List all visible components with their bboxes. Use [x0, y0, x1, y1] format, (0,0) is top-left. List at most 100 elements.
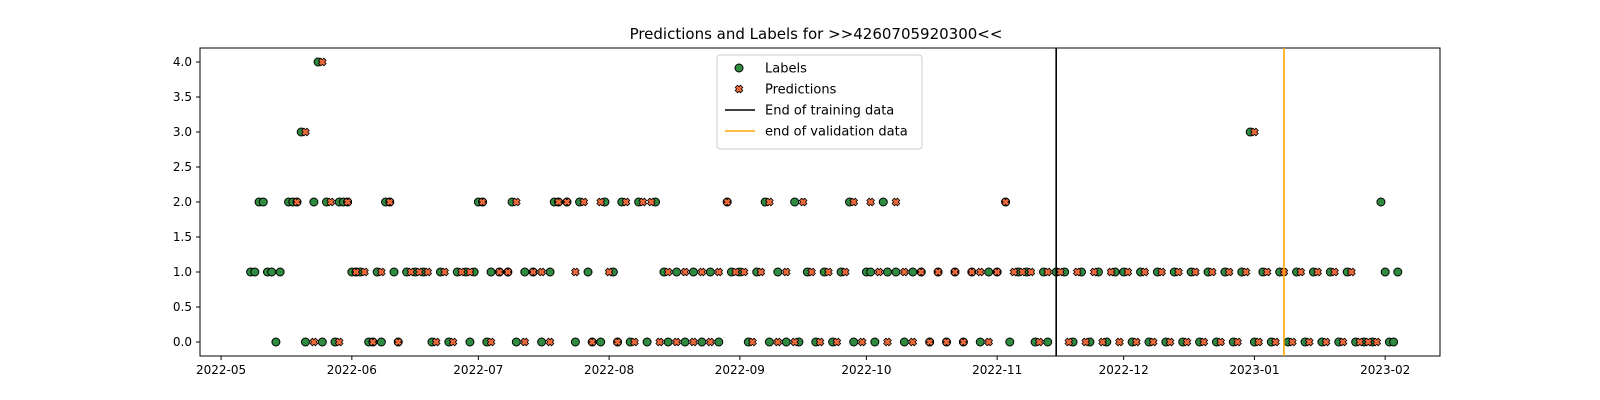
prediction-point — [486, 337, 496, 347]
prediction-point — [1241, 267, 1251, 277]
label-point — [870, 337, 880, 347]
legend-label: Predictions — [765, 83, 837, 98]
label-point — [545, 267, 555, 277]
label-point — [309, 197, 319, 207]
y-tick-label: 3.0 — [173, 125, 192, 139]
prediction-point — [317, 57, 327, 67]
reference-lines — [1055, 48, 1285, 356]
prediction-point — [1106, 267, 1116, 277]
label-point — [596, 337, 606, 347]
label-point — [1393, 267, 1403, 277]
label-point — [878, 197, 888, 207]
prediction-point — [773, 337, 783, 347]
prediction-point — [1056, 267, 1065, 277]
label-point — [975, 337, 985, 347]
label-point — [1376, 197, 1386, 207]
prediction-point — [478, 197, 487, 207]
prediction-point — [604, 267, 614, 277]
prediction-point — [1250, 127, 1259, 137]
label-point — [866, 267, 876, 277]
prediction-point — [840, 267, 850, 277]
prediction-point — [1288, 337, 1297, 347]
prediction-point — [832, 337, 842, 347]
label-point — [1005, 337, 1015, 347]
y-tick-label: 2.0 — [173, 195, 192, 209]
label-point — [267, 267, 277, 277]
prediction-point — [587, 337, 597, 347]
x-tick-label: 2022-07 — [453, 363, 503, 377]
prediction-point — [1182, 337, 1192, 347]
prediction-point — [596, 197, 606, 207]
label-point — [764, 337, 774, 347]
prediction-point — [1018, 267, 1027, 277]
x-tick-label: 2023-02 — [1360, 363, 1410, 377]
x-tick-label: 2022-06 — [327, 363, 377, 377]
prediction-point — [866, 197, 875, 207]
label-point — [714, 337, 724, 347]
prediction-point — [528, 267, 538, 277]
legend-label: End of training data — [765, 104, 894, 119]
prediction-point — [385, 197, 395, 207]
x-tick-label: 2022-08 — [584, 363, 634, 377]
prediction-point — [908, 337, 918, 347]
label-point — [663, 337, 673, 347]
prediction-point — [933, 267, 943, 277]
prediction-point — [1271, 337, 1280, 347]
prediction-point — [984, 337, 994, 347]
prediction-point — [1363, 337, 1373, 347]
prediction-point — [1123, 267, 1133, 277]
chart-title: Predictions and Labels for >>42607059203… — [630, 25, 1003, 43]
x-tick-label: 2022-11 — [972, 363, 1022, 377]
legend: Labels Predictions End of training data end… — [716, 54, 923, 150]
label-point — [680, 337, 690, 347]
prediction-point — [1072, 267, 1082, 277]
label-point — [271, 337, 281, 347]
label-point — [773, 267, 783, 277]
prediction-point — [326, 197, 336, 207]
label-point — [511, 337, 521, 347]
prediction-point — [672, 337, 681, 347]
label-point — [300, 337, 310, 347]
y-tick-label: 0.0 — [173, 335, 192, 349]
label-point — [376, 337, 386, 347]
prediction-point — [1026, 267, 1036, 277]
prediction-point — [942, 337, 951, 347]
y-tick-label: 0.5 — [173, 300, 192, 314]
label-point — [465, 337, 475, 347]
prediction-point — [448, 337, 458, 347]
prediction-point — [638, 197, 648, 207]
prediction-point — [1313, 267, 1323, 277]
prediction-point — [1140, 267, 1150, 277]
prediction-point — [1262, 267, 1272, 277]
prediction-point — [916, 267, 926, 277]
label-point — [908, 267, 918, 277]
prediction-point — [722, 197, 732, 207]
prediction-point — [376, 267, 386, 277]
prediction-point — [1043, 267, 1053, 277]
prediction-point — [705, 337, 715, 347]
prediction-point — [1174, 267, 1183, 277]
prediction-point — [1034, 337, 1044, 347]
prediction-point — [1254, 337, 1264, 347]
prediction-point — [739, 267, 749, 277]
prediction-point — [630, 337, 639, 347]
prediction-point — [697, 267, 707, 277]
prediction-point — [406, 267, 416, 277]
prediction-point — [824, 267, 833, 277]
prediction-point — [959, 337, 968, 347]
label-point — [849, 337, 859, 347]
prediction-point — [440, 267, 449, 277]
prediction-point — [1304, 337, 1314, 347]
prediction-point — [1098, 337, 1107, 347]
prediction-point — [537, 267, 546, 277]
prediction-point — [554, 197, 563, 207]
prediction-point — [1064, 337, 1074, 347]
prediction-point — [309, 337, 319, 347]
prediction-point — [798, 197, 808, 207]
label-point — [1380, 267, 1390, 277]
prediction-point — [579, 197, 589, 207]
label-point — [570, 337, 580, 347]
prediction-point — [1216, 337, 1226, 347]
prediction-point — [571, 267, 580, 277]
